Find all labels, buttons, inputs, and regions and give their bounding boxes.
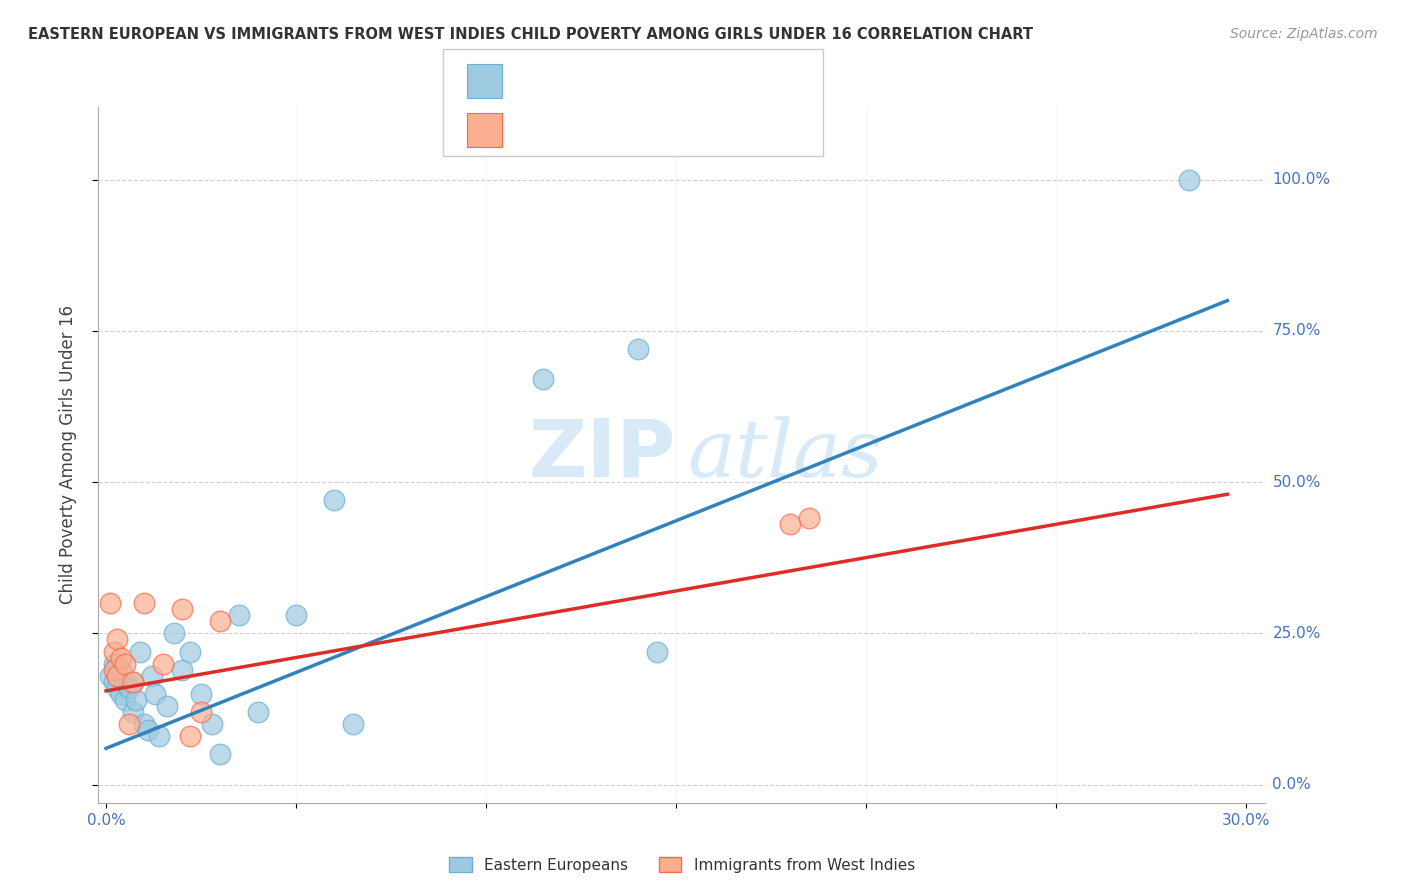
Point <box>201 717 224 731</box>
Point <box>103 657 125 671</box>
Text: 35: 35 <box>664 72 686 90</box>
Point <box>132 596 155 610</box>
Point <box>627 342 650 356</box>
Text: atlas: atlas <box>688 417 883 493</box>
Point <box>285 608 308 623</box>
Legend: Eastern Europeans, Immigrants from West Indies: Eastern Europeans, Immigrants from West … <box>443 850 921 879</box>
Point <box>799 511 821 525</box>
Point <box>98 669 121 683</box>
Point <box>118 681 141 695</box>
Text: 0.711: 0.711 <box>555 72 607 90</box>
Point <box>110 687 132 701</box>
Text: 17: 17 <box>664 121 686 139</box>
Text: N =: N = <box>609 72 657 90</box>
Text: Source: ZipAtlas.com: Source: ZipAtlas.com <box>1230 27 1378 41</box>
Point <box>107 681 129 695</box>
Text: R =: R = <box>513 72 550 90</box>
Text: 25.0%: 25.0% <box>1272 626 1320 640</box>
Point <box>342 717 364 731</box>
Point <box>145 687 167 701</box>
Point <box>118 717 141 731</box>
Point <box>103 644 125 658</box>
Point <box>531 372 554 386</box>
Point <box>209 615 232 629</box>
Point <box>103 674 125 689</box>
Point <box>179 644 201 658</box>
Point <box>179 729 201 743</box>
Point <box>190 687 212 701</box>
Point <box>125 693 148 707</box>
Point <box>114 693 136 707</box>
Text: ZIP: ZIP <box>529 416 676 494</box>
Y-axis label: Child Poverty Among Girls Under 16: Child Poverty Among Girls Under 16 <box>59 305 77 605</box>
Point <box>132 717 155 731</box>
Text: 0.0%: 0.0% <box>1272 777 1312 792</box>
Point <box>107 632 129 647</box>
Text: EASTERN EUROPEAN VS IMMIGRANTS FROM WEST INDIES CHILD POVERTY AMONG GIRLS UNDER : EASTERN EUROPEAN VS IMMIGRANTS FROM WEST… <box>28 27 1033 42</box>
Point <box>156 698 179 713</box>
Point <box>645 644 668 658</box>
Text: 100.0%: 100.0% <box>1272 172 1330 187</box>
Point <box>129 644 152 658</box>
Point <box>152 657 174 671</box>
Point <box>779 517 801 532</box>
Point <box>114 674 136 689</box>
Point <box>170 602 193 616</box>
Point <box>228 608 250 623</box>
Text: 50.0%: 50.0% <box>1272 475 1320 490</box>
Point <box>110 663 132 677</box>
Text: 0.734: 0.734 <box>555 121 609 139</box>
Point <box>121 674 143 689</box>
Point <box>1178 172 1201 186</box>
Point <box>148 729 170 743</box>
Point <box>247 705 270 719</box>
Point <box>103 663 125 677</box>
Point <box>209 747 232 762</box>
Point <box>107 657 129 671</box>
Point <box>170 663 193 677</box>
Text: R =: R = <box>513 121 550 139</box>
Text: N =: N = <box>609 121 657 139</box>
Point <box>141 669 163 683</box>
Point <box>136 723 159 738</box>
Point <box>323 493 346 508</box>
Point <box>98 596 121 610</box>
Point <box>121 705 143 719</box>
Point <box>110 650 132 665</box>
Point <box>121 674 143 689</box>
Point <box>190 705 212 719</box>
Point <box>107 669 129 683</box>
Point <box>163 626 186 640</box>
Text: 75.0%: 75.0% <box>1272 324 1320 338</box>
Point <box>114 657 136 671</box>
